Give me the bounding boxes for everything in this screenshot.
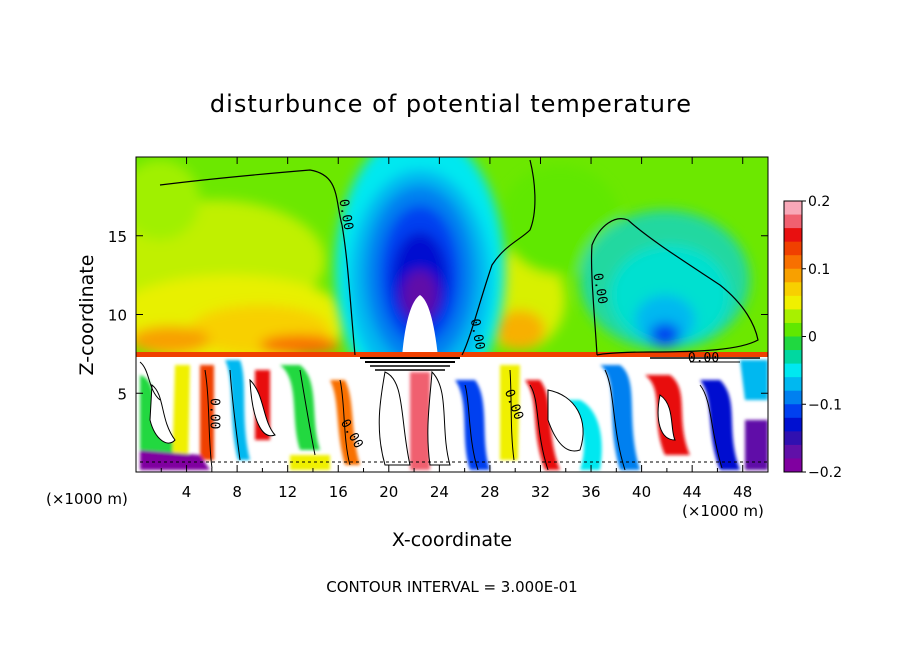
x-tick-label: 8	[232, 483, 242, 501]
x-tick-label: 24	[430, 483, 449, 501]
y-unit-label: (×1000 m)	[46, 490, 128, 508]
contour-label: 0.00	[688, 351, 719, 366]
y-axis-label: Z-coordinate	[76, 255, 98, 376]
contour-label: 0.00	[467, 318, 487, 351]
x-tick-label: 12	[278, 483, 297, 501]
x-tick-label: 4	[182, 483, 192, 501]
colorbar-swatch	[784, 377, 802, 392]
x-axis: 4 8 12 16 20 24 28 32 36 40 44 48	[160, 157, 752, 501]
y-tick-label: 5	[117, 385, 127, 403]
y-axis: 5 10 15	[108, 228, 768, 403]
x-tick-label: 20	[379, 483, 398, 501]
contour-label: 0.00	[335, 198, 355, 231]
x-tick-label: 16	[329, 483, 348, 501]
x-tick-label: 48	[733, 483, 752, 501]
colorbar: 0.2 0.1 0 −0.1 −0.2	[783, 194, 842, 481]
chart-title: disturbunce of potential temperature	[210, 90, 692, 118]
x-tick-label: 40	[632, 483, 651, 501]
x-tick-label: 44	[683, 483, 702, 501]
colorbar-swatch	[784, 214, 802, 229]
colorbar-swatch	[784, 417, 802, 432]
colorbar-swatch	[784, 255, 802, 270]
x-tick-label: 36	[581, 483, 600, 501]
field-lower	[136, 357, 768, 472]
x-axis-label: X-coordinate	[392, 529, 512, 551]
colorbar-swatch	[784, 404, 802, 419]
colorbar-swatch	[784, 458, 802, 473]
contour-lines	[159, 159, 759, 356]
colorbar-tick-label: 0.2	[808, 194, 830, 210]
contour-label: 0.00	[207, 398, 222, 429]
x-tick-label: 28	[480, 483, 499, 501]
contour-label: 0.00	[589, 272, 609, 305]
colorbar-swatch	[784, 322, 802, 337]
colorbar-tick-label: 0	[808, 330, 817, 346]
colorbar-swatch	[784, 268, 802, 283]
colorbar-tick-label: 0.1	[808, 262, 830, 278]
field-upper	[136, 157, 768, 357]
colorbar-swatch	[784, 201, 802, 216]
y-tick-label: 15	[108, 228, 127, 246]
colorbar-swatch	[784, 350, 802, 365]
colorbar-swatch	[784, 336, 802, 351]
colorbar-tick-label: −0.1	[808, 397, 842, 413]
y-tick-label: 10	[108, 307, 127, 325]
colorbar-swatch	[784, 282, 802, 297]
x-tick-label: 32	[531, 483, 550, 501]
colorbar-swatch	[784, 295, 802, 310]
contour-labels: 0.000.000.000.000.000.000.00	[207, 198, 720, 451]
colorbar-swatch	[784, 241, 802, 256]
colorbar-swatch	[784, 431, 802, 446]
contour-interval-note: CONTOUR INTERVAL = 3.000E-01	[326, 578, 577, 596]
x-unit-label: (×1000 m)	[682, 502, 764, 520]
colorbar-swatch	[784, 390, 802, 405]
colorbar-tick-label: −0.2	[808, 465, 842, 481]
colorbar-swatch	[784, 228, 802, 243]
colorbar-swatch	[784, 309, 802, 324]
colorbar-swatch	[784, 363, 802, 378]
colorbar-swatch	[784, 444, 802, 459]
